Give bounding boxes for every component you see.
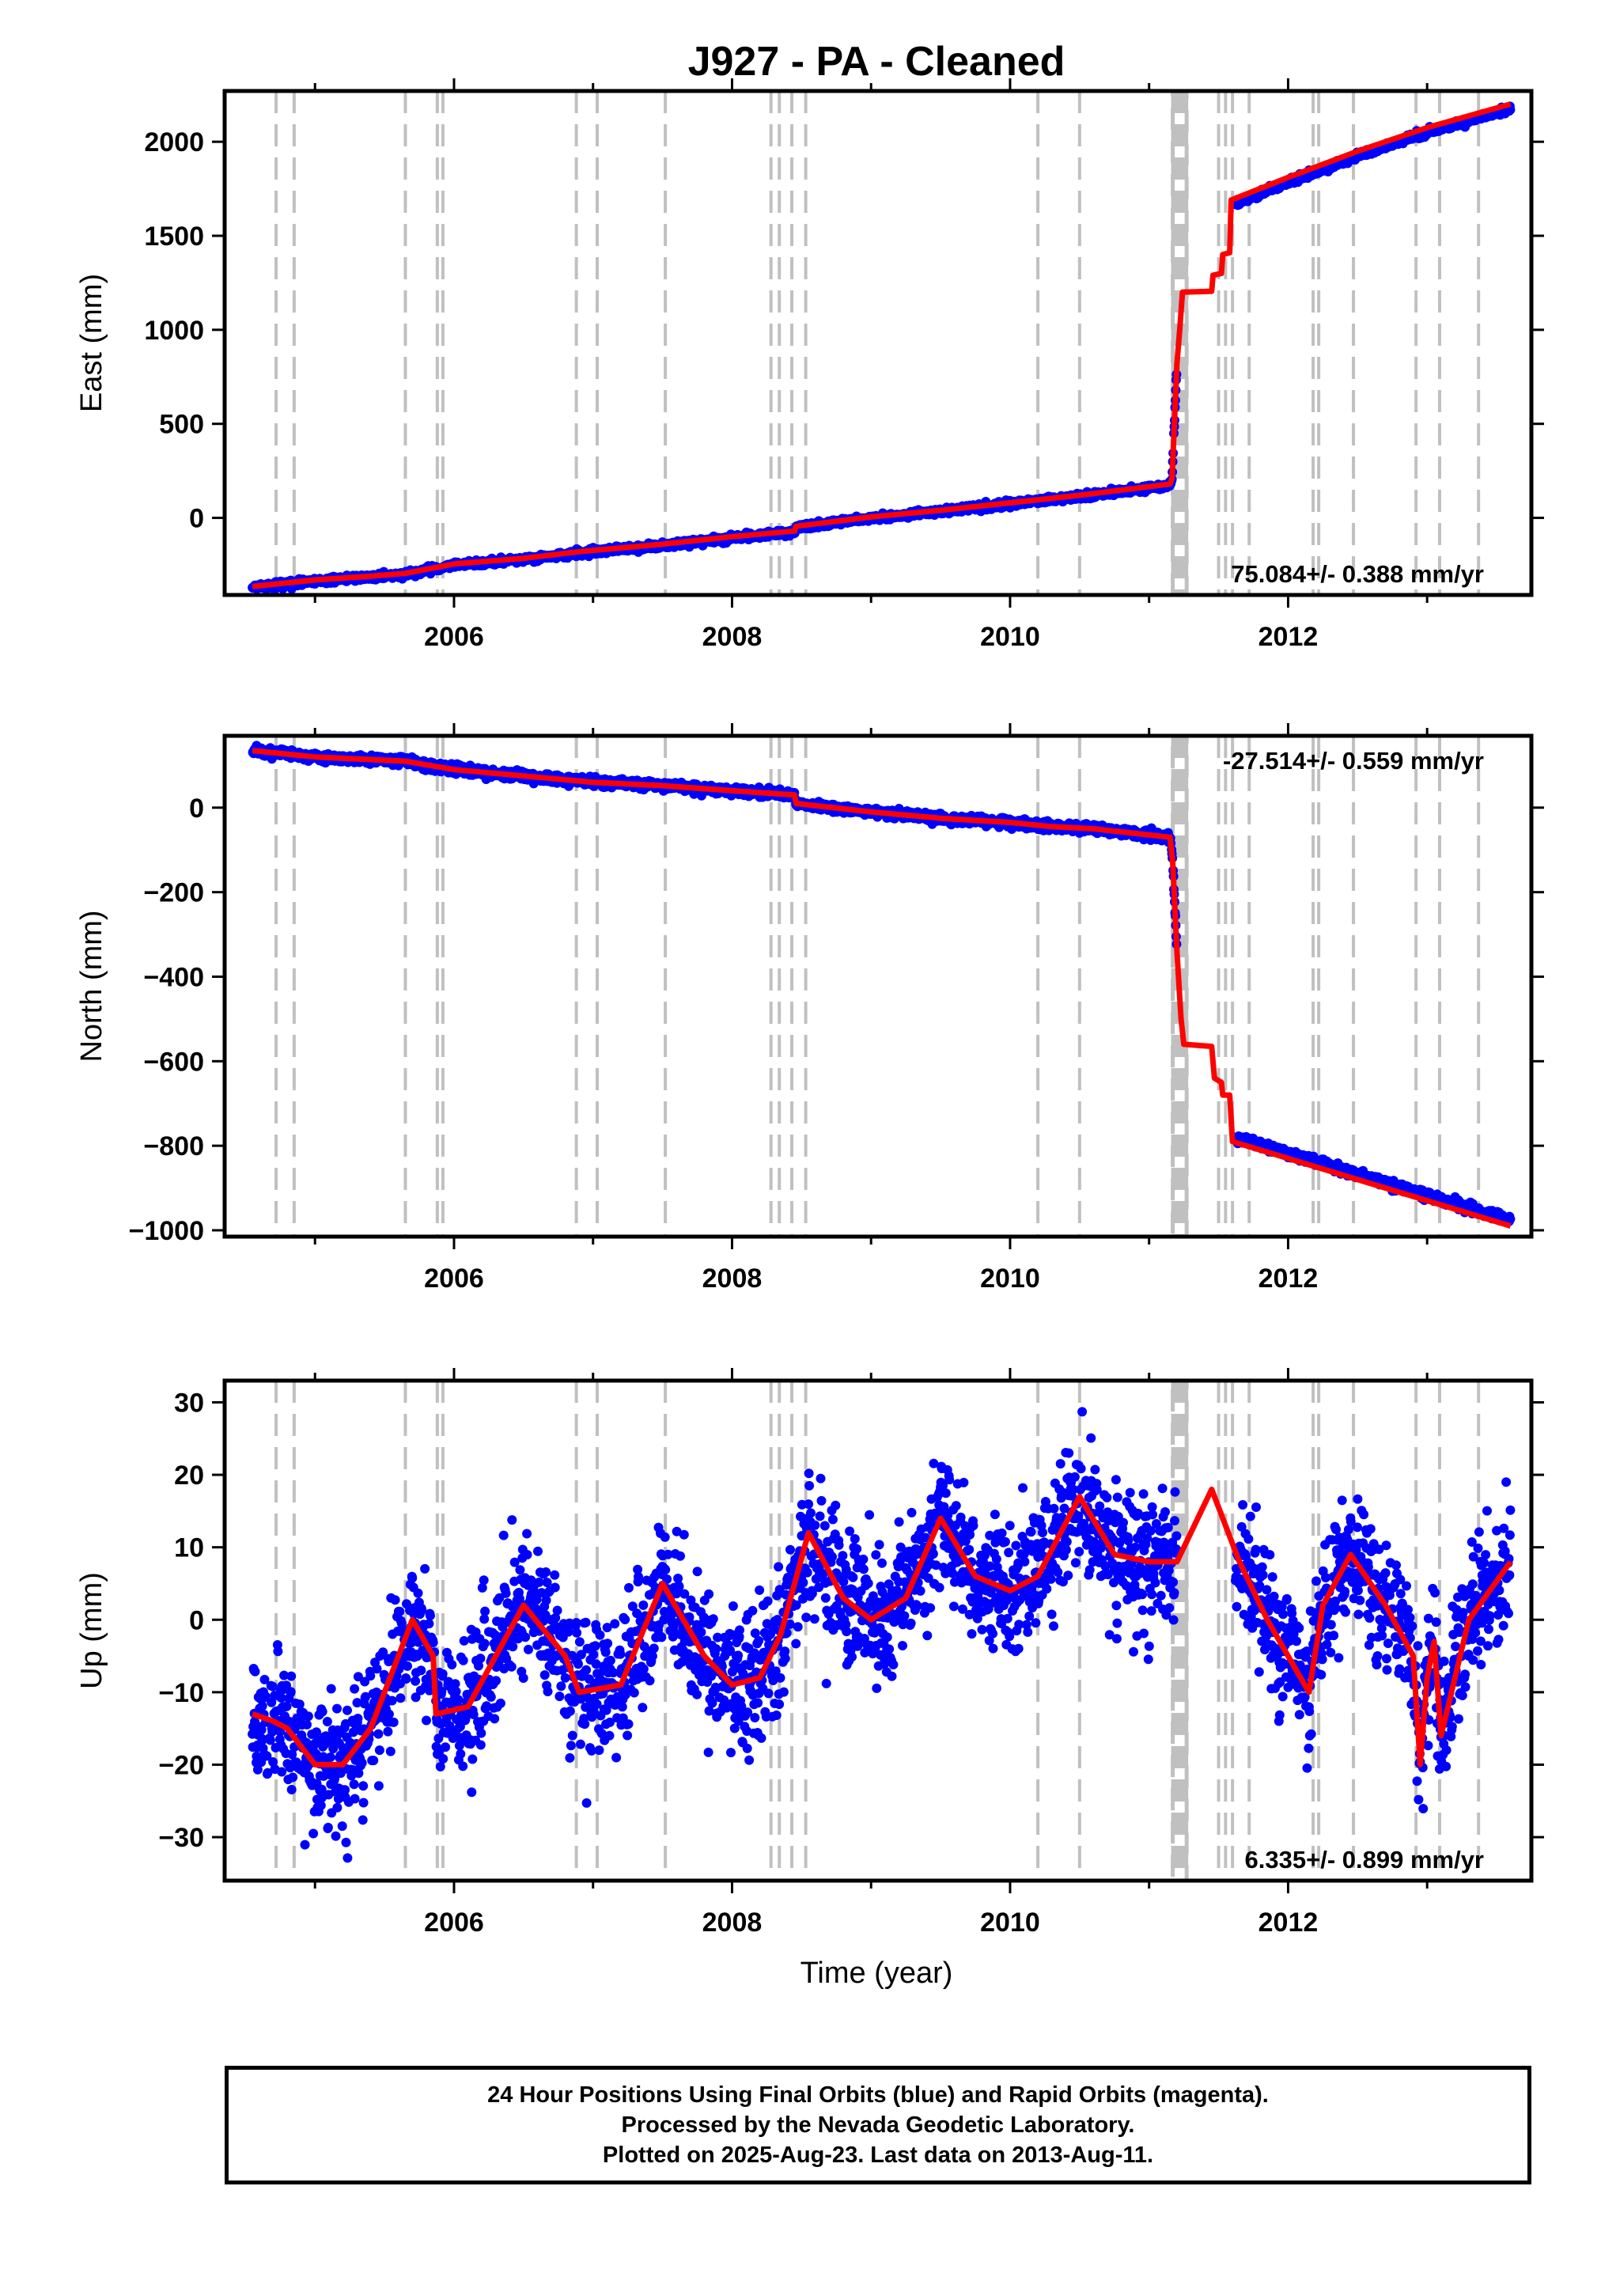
x-tick-label: 2010: [980, 622, 1040, 652]
y-tick-label: 500: [159, 410, 204, 440]
x-tick-label: 2006: [424, 622, 484, 652]
rate-label: 75.084+/- 0.388 mm/yr: [1231, 560, 1484, 588]
x-tick-label: 2012: [1258, 622, 1319, 652]
y-axis-label: East (mm): [75, 274, 108, 412]
panel-east: 0 500 1000 1500 2000 2006 2008 2010 2012 East (mm…: [75, 78, 1544, 652]
plot-area: [248, 736, 1516, 1237]
model-fit-line: [252, 101, 1512, 589]
chart-title: J927 - PA - Cleaned: [688, 39, 1065, 85]
plot-frame: [222, 89, 1534, 597]
y-tick-label: 1500: [144, 222, 204, 252]
x-tick-label: 2008: [702, 622, 763, 652]
y-tick-label: 0: [189, 504, 204, 534]
y-tick-label: 2000: [144, 127, 204, 157]
plot-area: [248, 91, 1516, 595]
y-tick-label: 1000: [144, 316, 204, 346]
